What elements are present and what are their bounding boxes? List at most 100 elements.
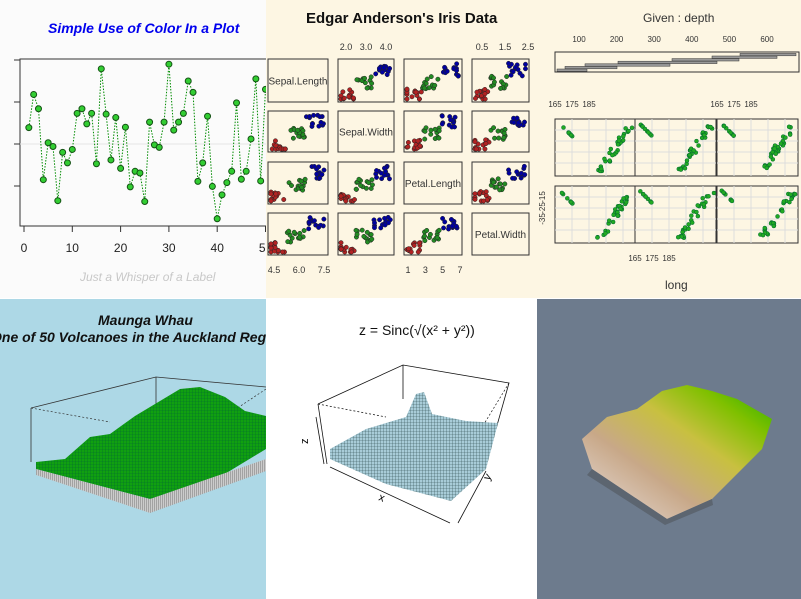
variable-label: Petal.Length bbox=[405, 179, 461, 190]
quake-point bbox=[608, 146, 614, 152]
iris-point bbox=[436, 135, 442, 141]
pairs-cell bbox=[267, 161, 329, 205]
x-tick-label: 50 bbox=[259, 241, 266, 255]
axis-label-y: y bbox=[481, 471, 494, 482]
iris-point bbox=[302, 176, 308, 182]
quake-point bbox=[559, 190, 565, 196]
iris-point bbox=[286, 228, 292, 234]
bottom-tick-label: 1 bbox=[405, 265, 410, 275]
iris-point bbox=[521, 163, 527, 169]
iris-point bbox=[340, 89, 346, 95]
iris-point bbox=[436, 227, 442, 233]
iris-point bbox=[514, 169, 520, 175]
top-tick-label: 1.5 bbox=[499, 42, 512, 52]
iris-point bbox=[523, 61, 528, 67]
iris-point bbox=[428, 127, 434, 133]
quake-point bbox=[789, 196, 794, 202]
quake-point bbox=[561, 125, 566, 130]
data-point bbox=[189, 88, 197, 96]
iris-point bbox=[510, 69, 516, 75]
given-tick-label: 300 bbox=[648, 35, 662, 44]
iris-point bbox=[317, 114, 323, 120]
iris-point bbox=[408, 249, 414, 255]
iris-point bbox=[311, 164, 317, 169]
iris-point bbox=[497, 181, 503, 187]
iris-point bbox=[338, 93, 344, 99]
panel-sinc-surface: z = Sinc(√(x² + y²)) x y z bbox=[266, 299, 537, 599]
quake-point bbox=[691, 148, 696, 153]
quake-point bbox=[783, 135, 788, 140]
panel-3d-terrain bbox=[537, 299, 801, 599]
iris-point bbox=[428, 74, 434, 80]
given-tick-label: 400 bbox=[685, 35, 699, 44]
iris-point bbox=[510, 175, 516, 181]
data-point bbox=[228, 167, 236, 175]
coplot-panel bbox=[634, 118, 717, 177]
iris-point bbox=[515, 120, 521, 126]
pairs-cell bbox=[403, 110, 463, 153]
quake-point bbox=[721, 123, 727, 129]
x-tick-label: 175 bbox=[565, 100, 579, 109]
x-tick-label: 0 bbox=[21, 241, 28, 255]
x-tick-label: 10 bbox=[66, 241, 80, 255]
data-point bbox=[97, 65, 105, 73]
iris-point bbox=[511, 115, 517, 121]
volcano-surface bbox=[30, 376, 266, 513]
given-interval bbox=[739, 53, 797, 57]
data-point bbox=[160, 118, 168, 126]
iris-point bbox=[498, 85, 504, 91]
iris-point bbox=[368, 74, 374, 80]
iris-point bbox=[435, 76, 441, 82]
iris-point bbox=[298, 178, 304, 184]
top-tick-label: 2.5 bbox=[522, 42, 535, 52]
iris-point bbox=[481, 198, 487, 204]
iris-point bbox=[519, 73, 525, 79]
iris-point bbox=[417, 143, 423, 149]
quake-point bbox=[701, 202, 707, 207]
quake-point bbox=[731, 133, 736, 138]
iris-point bbox=[353, 227, 359, 233]
data-point bbox=[59, 148, 67, 156]
quake-point bbox=[694, 209, 699, 215]
quake-point bbox=[602, 156, 607, 162]
iris-point bbox=[422, 85, 427, 91]
quake-point bbox=[615, 142, 621, 147]
quake-point bbox=[638, 189, 643, 194]
iris-point bbox=[317, 175, 323, 181]
data-point bbox=[141, 198, 149, 206]
pairs-cell bbox=[337, 161, 395, 205]
quake-point bbox=[682, 166, 688, 171]
data-point bbox=[102, 110, 110, 118]
iris-point bbox=[369, 182, 375, 188]
variable-label: Sepal.Width bbox=[339, 128, 393, 139]
quake-point bbox=[787, 132, 793, 137]
given-tick-label: 100 bbox=[572, 35, 586, 44]
quake-point bbox=[694, 138, 699, 144]
iris-point bbox=[309, 121, 315, 127]
data-point bbox=[146, 118, 154, 126]
iris-point bbox=[285, 239, 291, 245]
data-point bbox=[49, 143, 57, 151]
iris-point bbox=[354, 231, 360, 237]
quake-point bbox=[610, 152, 615, 158]
iris-point bbox=[496, 135, 502, 141]
iris-point bbox=[316, 224, 322, 230]
iris-point bbox=[434, 235, 440, 241]
plot-subtitle: Just a Whisper of a Label bbox=[80, 270, 216, 284]
iris-point bbox=[358, 182, 364, 188]
iris-point bbox=[493, 184, 499, 190]
quake-point bbox=[568, 199, 574, 205]
panel-maunga-whau: Maunga Whau One of 50 Volcanoes in the A… bbox=[0, 299, 266, 599]
iris-point bbox=[432, 126, 438, 132]
bottom-tick-label: 7.5 bbox=[318, 265, 331, 275]
top-tick-label: 2.0 bbox=[340, 42, 353, 52]
quake-point bbox=[696, 143, 701, 148]
plot-frame bbox=[19, 58, 266, 227]
x-tick-label: 30 bbox=[162, 241, 176, 255]
iris-point bbox=[338, 246, 344, 252]
iris-point bbox=[422, 128, 428, 134]
x-tick-label: 20 bbox=[114, 241, 128, 255]
iris-point bbox=[472, 139, 478, 145]
plot-title: Simple Use of Color In a Plot bbox=[48, 20, 240, 36]
